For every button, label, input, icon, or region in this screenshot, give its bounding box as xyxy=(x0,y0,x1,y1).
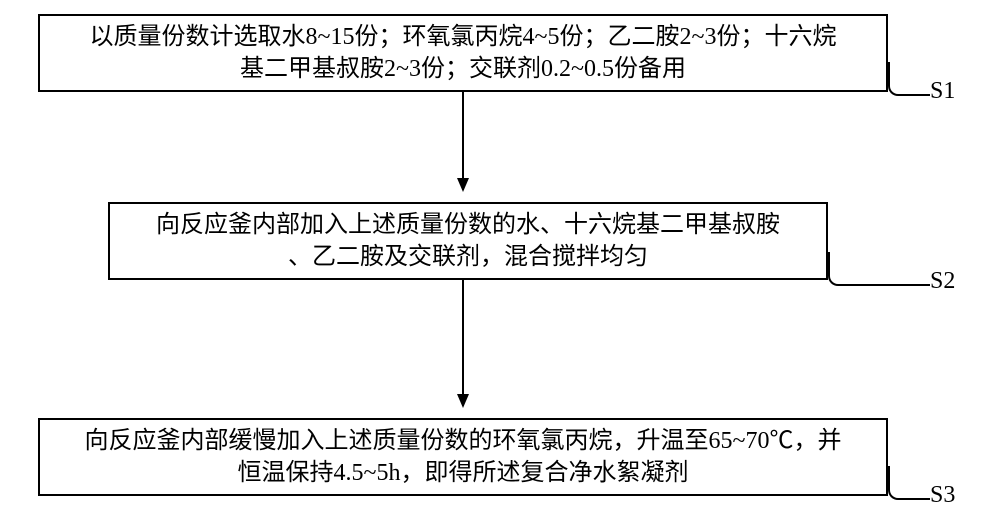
step-label-s3: S3 xyxy=(930,482,955,509)
flowchart-step-s1: 以质量份数计选取水8~15份；环氧氯丙烷4~5份；乙二胺2~3份；十六烷 基二甲… xyxy=(38,14,888,92)
flowchart-step-s2-text: 向反应釜内部加入上述质量份数的水、十六烷基二甲基叔胺 、乙二胺及交联剂，混合搅拌… xyxy=(156,209,780,274)
label-connector-s2 xyxy=(828,252,930,286)
flowchart-step-s3: 向反应釜内部缓慢加入上述质量份数的环氧氯丙烷，升温至65~70℃，并 恒温保持4… xyxy=(38,418,888,496)
flowchart-canvas: 以质量份数计选取水8~15份；环氧氯丙烷4~5份；乙二胺2~3份；十六烷 基二甲… xyxy=(0,0,1000,518)
flowchart-step-s2: 向反应釜内部加入上述质量份数的水、十六烷基二甲基叔胺 、乙二胺及交联剂，混合搅拌… xyxy=(108,202,828,280)
step-label-s1: S1 xyxy=(930,78,955,105)
label-connector-s3 xyxy=(888,466,930,500)
flowchart-step-s3-text: 向反应釜内部缓慢加入上述质量份数的环氧氯丙烷，升温至65~70℃，并 恒温保持4… xyxy=(85,425,842,490)
flowchart-step-s1-text: 以质量份数计选取水8~15份；环氧氯丙烷4~5份；乙二胺2~3份；十六烷 基二甲… xyxy=(90,21,837,86)
label-connector-s1 xyxy=(888,62,930,96)
step-label-s2: S2 xyxy=(930,268,955,295)
